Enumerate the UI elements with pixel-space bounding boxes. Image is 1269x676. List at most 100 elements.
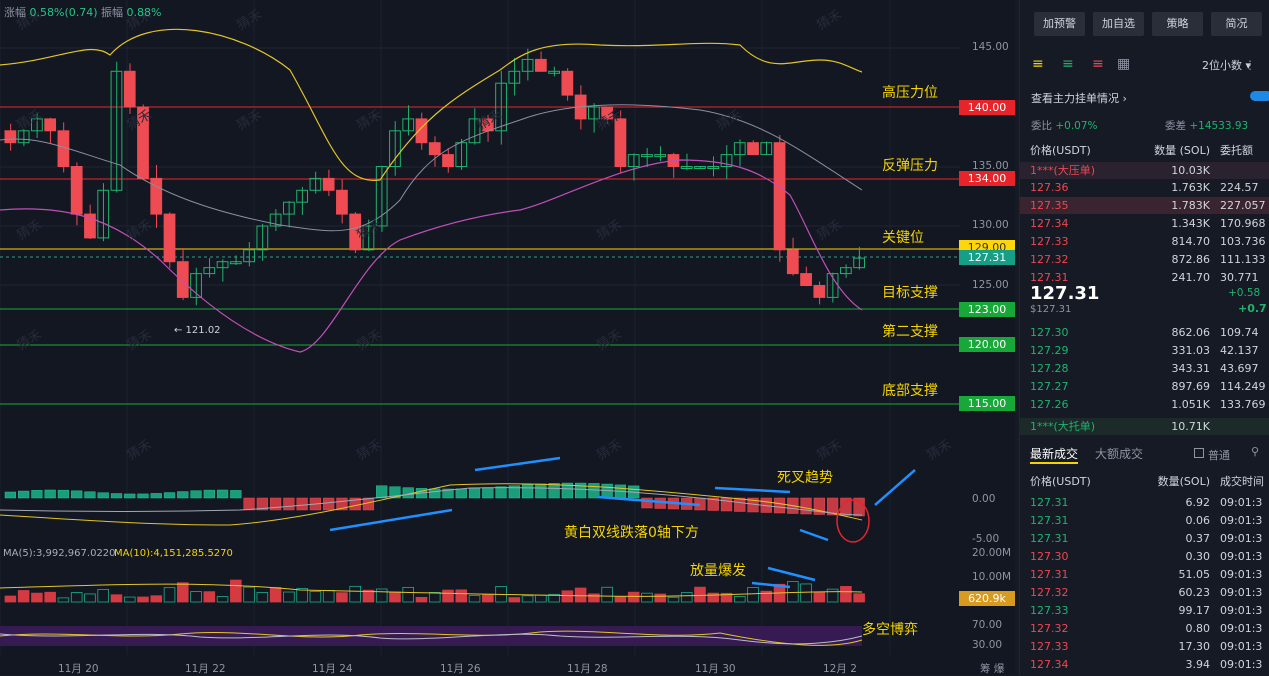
main-order-toggle[interactable] xyxy=(1250,91,1269,101)
volume-bar xyxy=(601,586,613,603)
layout-bids-icon[interactable]: ≡ xyxy=(1062,56,1074,72)
volume-bar xyxy=(44,591,56,603)
price-box-123: 123.00 xyxy=(959,302,1015,317)
tab-large-trades[interactable]: 大额成交 xyxy=(1095,447,1144,461)
volume-bar xyxy=(84,593,96,603)
candle-body xyxy=(269,213,282,227)
trade-qty: 51.05 xyxy=(1178,568,1211,581)
layout-asks-icon[interactable]: ≡ xyxy=(1092,56,1104,72)
vol-current-box: 620.9k xyxy=(959,591,1015,606)
add-watchlist-button[interactable]: 加自选 xyxy=(1093,12,1144,36)
candle-body xyxy=(282,201,295,215)
level-label-key: 关键位 xyxy=(882,230,924,246)
bid-row[interactable]: 127.28 343.31 43.697 xyxy=(1020,360,1269,377)
vol-tick-10m: 10.00M xyxy=(972,571,1012,583)
trade-price: 127.33 xyxy=(1030,640,1069,653)
macd-bar xyxy=(429,488,441,499)
add-alert-button[interactable]: 加预警 xyxy=(1034,12,1085,36)
volume-bar xyxy=(508,597,521,603)
candlestick-chart[interactable]: 猜禾 猜禾 猜禾 猜禾 猜禾 猜禾 猜禾 猜禾 猜禾 猜禾 猜禾 猜禾 猜禾 猜禾 猜禾 猜禾 猜禾 猜禾 猜禾 猜禾… xyxy=(0,0,1015,675)
candle-body xyxy=(548,70,560,74)
macd-bar xyxy=(216,489,229,499)
ask-row[interactable]: 127.35 1.783K 227.057 xyxy=(1020,197,1269,214)
candle-body xyxy=(322,177,335,191)
candle-body xyxy=(44,118,57,132)
big-bid-row[interactable]: 1***(大托单) 10.71K xyxy=(1020,418,1269,435)
bid-row[interactable]: 127.26 1.051K 133.769 xyxy=(1020,396,1269,413)
volume-bar xyxy=(680,592,693,603)
decimals-select[interactable]: 2位小数 ▾ xyxy=(1202,59,1252,72)
volume-bar xyxy=(733,596,746,603)
x-label-2: 11月 24 xyxy=(312,663,353,675)
overview-button[interactable]: 简况 xyxy=(1211,12,1262,36)
ask-row[interactable]: 127.36 1.763K 224.57 xyxy=(1020,179,1269,196)
candle-body xyxy=(163,213,176,263)
bid-row[interactable]: 127.29 331.03 42.137 xyxy=(1020,342,1269,359)
watermark: 猜禾 xyxy=(125,327,155,353)
ask-row[interactable]: 127.32 872.86 111.133 xyxy=(1020,251,1269,268)
trade-row[interactable]: 127.32 0.80 09:01:3 xyxy=(1020,620,1269,637)
trade-price: 127.32 xyxy=(1030,622,1069,635)
bid-row[interactable]: 127.30 862.06 109.74 xyxy=(1020,324,1269,341)
rsi-line-2 xyxy=(0,633,863,645)
ask-price: 127.33 xyxy=(1030,235,1069,248)
volume-bar xyxy=(455,589,468,603)
macd-bar xyxy=(177,491,189,499)
arrow-lower xyxy=(799,528,829,542)
big-ask-row[interactable]: 1***(大压单) 10.03K xyxy=(1020,162,1269,179)
volume-bar xyxy=(375,588,388,603)
trade-qty: 0.30 xyxy=(1185,550,1211,563)
ask-row[interactable]: 127.34 1.343K 170.968 xyxy=(1020,215,1269,232)
volume-bar xyxy=(468,595,481,603)
price-box-134: 134.00 xyxy=(959,171,1015,186)
trade-row[interactable]: 127.31 0.37 09:01:3 xyxy=(1020,530,1269,547)
macd-bar xyxy=(71,490,83,499)
ask-price: 127.36 xyxy=(1030,181,1069,194)
volume-bar xyxy=(150,595,163,603)
macd-bar xyxy=(468,488,481,499)
trade-total: 09:01:3 xyxy=(1220,586,1263,599)
candle-body xyxy=(150,177,163,215)
candle-body xyxy=(534,58,547,72)
volume-bar xyxy=(415,596,428,603)
tab-latest-trades[interactable]: 最新成交 xyxy=(1030,447,1079,461)
highlight-circle xyxy=(836,499,870,543)
strategy-button[interactable]: 策略 xyxy=(1152,12,1203,36)
candle-body xyxy=(70,166,83,215)
orderbook-header: 价格(USDT) 数量 (SOL) 委托额 xyxy=(1030,144,1253,157)
trade-row[interactable]: 127.32 60.23 09:01:3 xyxy=(1020,584,1269,601)
last-price: 127.31 xyxy=(1030,283,1100,304)
ask-row[interactable]: 127.33 814.70 103.736 xyxy=(1020,233,1269,250)
trade-row[interactable]: 127.34 3.94 09:01:3 xyxy=(1020,656,1269,673)
filter-icon[interactable]: ⚲ xyxy=(1251,445,1260,458)
layout-depth-icon[interactable]: ▦ xyxy=(1117,56,1131,72)
trade-row[interactable]: 127.33 99.17 09:01:3 xyxy=(1020,602,1269,619)
layout-both-icon[interactable]: ≡ xyxy=(1032,56,1044,72)
trade-row[interactable]: 127.31 51.05 09:01:3 xyxy=(1020,566,1269,583)
watermark: 猜禾 xyxy=(595,217,625,243)
market-panel: 加预警 加自选 策略 简况 ≡ ≡ ≡ ▦ 2位小数 ▾ ⋮ 查看主力挂单情况 … xyxy=(1019,0,1269,675)
trade-total: 09:01:3 xyxy=(1220,604,1263,617)
volume-ma10 xyxy=(0,583,863,597)
low-marker: ← 121.02 xyxy=(174,325,221,336)
main-order-link[interactable]: 查看主力挂单情况 › xyxy=(1031,92,1127,105)
trade-row[interactable]: 127.33 17.30 09:01:3 xyxy=(1020,638,1269,655)
trade-row[interactable]: 127.31 0.06 09:01:3 xyxy=(1020,512,1269,529)
watermark: 猜禾 xyxy=(815,7,845,33)
bid-row[interactable]: 127.27 897.69 114.249 xyxy=(1020,378,1269,395)
bid-qty: 1.051K xyxy=(1171,398,1210,411)
trade-row[interactable]: 127.30 0.30 09:01:3 xyxy=(1020,548,1269,565)
lower-band xyxy=(0,159,863,353)
ask-row[interactable]: 127.31 241.70 30.771 xyxy=(1020,269,1269,286)
trade-row[interactable]: 127.31 6.92 09:01:3 xyxy=(1020,494,1269,511)
normal-checkbox[interactable] xyxy=(1194,448,1204,458)
price-box-current: 127.31 xyxy=(959,250,1015,265)
watermark: 猜禾 xyxy=(925,437,955,463)
candle-body xyxy=(389,130,401,168)
level-label-bottom-support: 底部支撑 xyxy=(882,383,938,399)
volume-bar xyxy=(57,597,70,603)
more-icon[interactable]: ⋮ xyxy=(1244,58,1256,72)
price-box-140: 140.00 xyxy=(959,100,1015,115)
upper-band xyxy=(0,28,863,181)
